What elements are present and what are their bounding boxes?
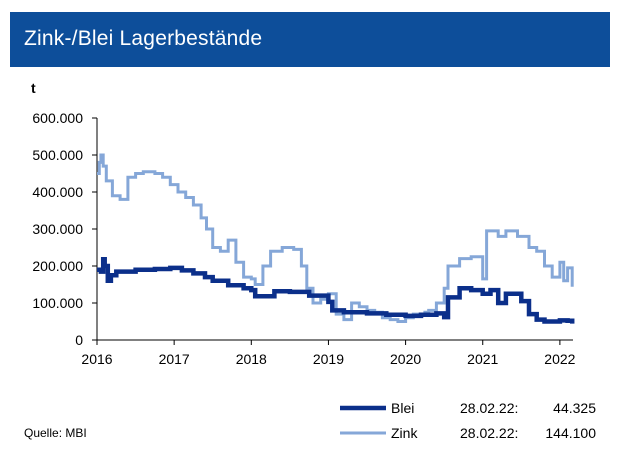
series-layer (97, 153, 575, 324)
x-tick-label: 2020 (390, 351, 421, 367)
source-note: Quelle: MBI (24, 426, 87, 440)
y-tick-label: 200.000 (32, 258, 83, 274)
series-line-zink (97, 153, 574, 323)
chart-title: Zink-/Blei Lagerbestände (24, 27, 263, 50)
y-tick-label: 600.000 (32, 110, 83, 126)
legend: Blei 28.02.22: 44.325 Zink 28.02.22: 144.100 (340, 400, 596, 441)
x-tick-label: 2019 (313, 351, 344, 367)
legend-date-zink: 28.02.22: (460, 425, 518, 441)
chart-header: Zink-/Blei Lagerbestände (10, 12, 610, 67)
y-tick-label: 0 (75, 332, 83, 348)
legend-label-blei: Blei (391, 400, 414, 416)
y-tick-label: 300.000 (32, 221, 83, 237)
axes: 0 100.000 200.000 300.000 400.000 500.000 600.… (31, 80, 576, 367)
x-tick-label: 2017 (159, 351, 190, 367)
x-tick-label: 2016 (81, 351, 112, 367)
y-axis-unit: t (31, 80, 36, 96)
legend-date-blei: 28.02.22: (460, 400, 518, 416)
y-tick-label: 400.000 (32, 184, 83, 200)
legend-label-zink: Zink (391, 425, 418, 441)
x-tick-label: 2021 (467, 351, 498, 367)
legend-value-zink: 144.100 (545, 425, 596, 441)
x-tick-label: 2022 (544, 351, 575, 367)
series-line-blei (97, 257, 575, 324)
x-tick-label: 2018 (236, 351, 267, 367)
y-tick-label: 500.000 (32, 147, 83, 163)
legend-value-blei: 44.325 (553, 400, 596, 416)
y-tick-label: 100.000 (32, 295, 83, 311)
